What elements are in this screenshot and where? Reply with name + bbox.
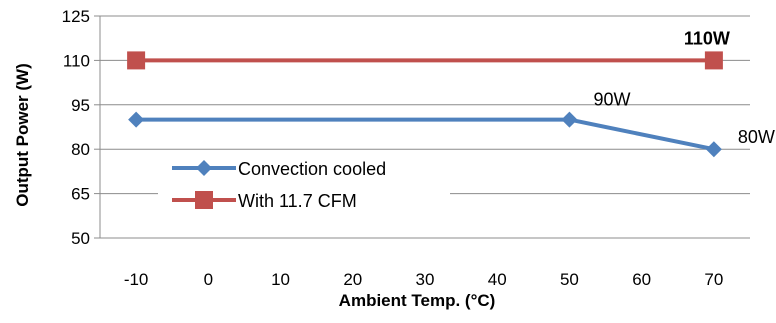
x-tick-label: 70 <box>704 270 723 289</box>
legend: Convection cooled With 11.7 CFM <box>158 152 450 214</box>
data-label: 110W <box>684 28 730 48</box>
y-tick-label: 65 <box>71 185 90 204</box>
x-tick-label: -10 <box>124 270 149 289</box>
axes: 50 65 80 95 110 125 -10 0 10 20 30 40 50 60 70 <box>62 7 724 289</box>
data-point-square <box>704 51 723 70</box>
data-label: 80W <box>738 127 775 147</box>
legend-label: With 11.7 CFM <box>238 191 357 211</box>
data-label: 90W <box>593 90 630 110</box>
series-lines <box>127 51 723 158</box>
y-tick-label: 80 <box>71 140 90 159</box>
legend-marker-square <box>195 191 213 209</box>
y-tick-label: 50 <box>71 229 90 248</box>
data-point-diamond <box>128 111 145 128</box>
y-tick-label: 125 <box>62 7 90 26</box>
series-line-0 <box>136 117 715 152</box>
x-tick-label: 30 <box>416 270 435 289</box>
y-tick-label: 110 <box>63 51 90 70</box>
x-tick-label: 10 <box>271 270 290 289</box>
x-tick-label: 0 <box>204 270 213 289</box>
legend-marker-diamond <box>196 160 212 176</box>
y-axis-title: Output Power (W) <box>13 63 32 207</box>
data-point-square <box>127 51 146 70</box>
x-tick-label: 50 <box>560 270 579 289</box>
x-tick-label: 60 <box>632 270 651 289</box>
data-point-diamond <box>705 141 722 158</box>
legend-label: Convection cooled <box>238 159 386 179</box>
x-tick-label: 20 <box>343 270 362 289</box>
data-labels: 110W 90W 80W <box>593 28 774 147</box>
y-tick-label: 95 <box>71 96 90 115</box>
x-axis-title: Ambient Temp. (°C) <box>339 291 496 310</box>
x-tick-label: 40 <box>488 270 507 289</box>
data-point-diamond <box>561 111 578 128</box>
